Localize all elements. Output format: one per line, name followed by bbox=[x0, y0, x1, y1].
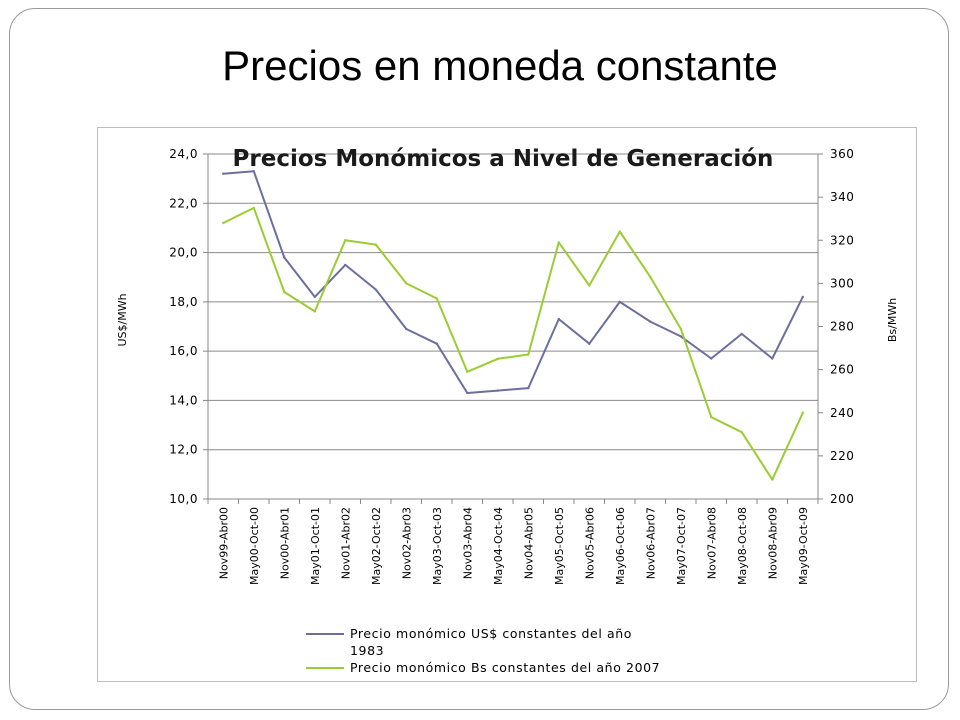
chart-title: Precios Monómicos a Nivel de Generación bbox=[233, 146, 774, 172]
y-tick-label: 18,0 bbox=[169, 295, 198, 309]
data-point bbox=[679, 335, 682, 338]
y-tick-label: 24,0 bbox=[169, 147, 198, 161]
y-axis-label: US$/MWh bbox=[116, 293, 129, 346]
data-point bbox=[405, 282, 408, 285]
x-tick-label: Nov02-Abr03 bbox=[400, 507, 413, 579]
series-line-usd bbox=[223, 170, 804, 394]
slide-frame bbox=[9, 8, 949, 710]
data-point bbox=[222, 221, 225, 225]
chart-container: 10,0 12,0 14,0 16,0 18,0 20,0 22,0 24,0 200 220 24… bbox=[97, 127, 917, 682]
data-point bbox=[557, 317, 560, 321]
y-tick-label: 14,0 bbox=[169, 393, 198, 407]
x-tick-label: May04-Oct-04 bbox=[492, 507, 505, 585]
data-point bbox=[374, 243, 377, 246]
y2-tick-label: 240 bbox=[830, 406, 854, 420]
series-lines bbox=[222, 170, 804, 481]
data-point bbox=[618, 300, 621, 304]
y-tick-label: 12,0 bbox=[169, 443, 198, 457]
data-point bbox=[801, 295, 804, 299]
x-tick-label: May07-Oct-07 bbox=[675, 507, 688, 585]
y2-tick-label: 220 bbox=[830, 449, 854, 463]
data-point bbox=[344, 263, 347, 267]
data-point bbox=[222, 172, 225, 175]
data-point bbox=[496, 357, 499, 361]
x-tick-label: May09-Oct-09 bbox=[797, 507, 810, 585]
x-tick-label: Nov04-Abr05 bbox=[522, 507, 535, 579]
data-point bbox=[435, 342, 438, 345]
y2-tick-label: 200 bbox=[830, 492, 854, 506]
data-point bbox=[710, 415, 713, 419]
y-tick-label: 16,0 bbox=[169, 344, 198, 358]
data-point bbox=[344, 239, 347, 242]
y2-tick-label: 260 bbox=[830, 363, 854, 377]
x-tick-label: May03-Oct-03 bbox=[431, 507, 444, 585]
y2-tick-label: 340 bbox=[830, 190, 854, 204]
data-point bbox=[527, 386, 530, 390]
x-tick-label: Nov01-Abr02 bbox=[339, 507, 352, 579]
x-tick-label: Nov00-Abr01 bbox=[278, 507, 291, 579]
legend-label-usd: Precio monómico US$ constantes del año bbox=[350, 626, 632, 641]
data-point bbox=[527, 353, 530, 356]
data-point bbox=[740, 332, 743, 336]
gridlines bbox=[208, 153, 818, 500]
x-tick-label: May02-Oct-02 bbox=[370, 507, 383, 585]
x-tick-label: Nov03-Abr04 bbox=[461, 507, 474, 579]
y2-tick-label: 320 bbox=[830, 233, 854, 247]
legend: Precio monómico US$ constantes del año 1… bbox=[306, 626, 660, 675]
data-point bbox=[374, 288, 377, 291]
x-tick-label: Nov07-Abr08 bbox=[705, 507, 718, 579]
data-point bbox=[588, 342, 591, 345]
data-point bbox=[466, 370, 469, 373]
data-point bbox=[618, 230, 621, 233]
data-point bbox=[496, 389, 499, 392]
y-tick-label: 22,0 bbox=[169, 196, 198, 210]
x-tick-label: May05-Oct-05 bbox=[553, 507, 566, 585]
data-point bbox=[679, 327, 682, 330]
data-point bbox=[710, 357, 713, 360]
y2-tick-label: 300 bbox=[830, 276, 854, 290]
series-line-bs bbox=[222, 206, 804, 481]
x-tick-label: May00-Oct-00 bbox=[248, 507, 261, 585]
axes: 10,0 12,0 14,0 16,0 18,0 20,0 22,0 24,0 200 220 24… bbox=[169, 147, 854, 585]
data-point bbox=[283, 256, 286, 259]
x-tick-label: Nov06-Abr07 bbox=[644, 507, 657, 579]
data-point bbox=[313, 295, 316, 299]
data-point bbox=[649, 320, 652, 323]
data-point bbox=[740, 430, 743, 434]
data-point bbox=[405, 327, 408, 331]
data-point bbox=[557, 241, 560, 244]
x-tick-label: May08-Oct-08 bbox=[736, 507, 749, 585]
data-point bbox=[649, 275, 652, 279]
data-point bbox=[435, 297, 438, 300]
y2-tick-label: 360 bbox=[830, 147, 854, 161]
data-point bbox=[283, 290, 286, 294]
x-tick-label: Nov05-Abr06 bbox=[583, 507, 596, 579]
y2-axis-label: Bs/MWh bbox=[886, 298, 899, 342]
y2-tick-label: 280 bbox=[830, 320, 854, 334]
x-tick-label: Nov99-Abr00 bbox=[217, 507, 230, 579]
data-point bbox=[252, 170, 255, 173]
data-point bbox=[252, 206, 255, 210]
data-point bbox=[771, 478, 774, 481]
data-point bbox=[313, 310, 316, 313]
data-point bbox=[801, 411, 804, 414]
data-point bbox=[466, 391, 469, 395]
slide-title: Precios en moneda constante bbox=[222, 42, 778, 89]
legend-label-usd-wrap: 1983 bbox=[350, 643, 384, 658]
data-point bbox=[588, 284, 591, 287]
legend-label-bs: Precio monómico Bs constantes del año 20… bbox=[350, 660, 660, 675]
y-tick-label: 10,0 bbox=[169, 492, 198, 506]
data-point bbox=[771, 357, 774, 360]
x-tick-label: May06-Oct-06 bbox=[614, 507, 627, 585]
x-tick-label: Nov08-Abr09 bbox=[766, 507, 779, 579]
y-tick-label: 20,0 bbox=[169, 246, 198, 260]
line-chart: 10,0 12,0 14,0 16,0 18,0 20,0 22,0 24,0 200 220 24… bbox=[116, 146, 899, 675]
x-tick-label: May01-Oct-01 bbox=[309, 507, 322, 585]
